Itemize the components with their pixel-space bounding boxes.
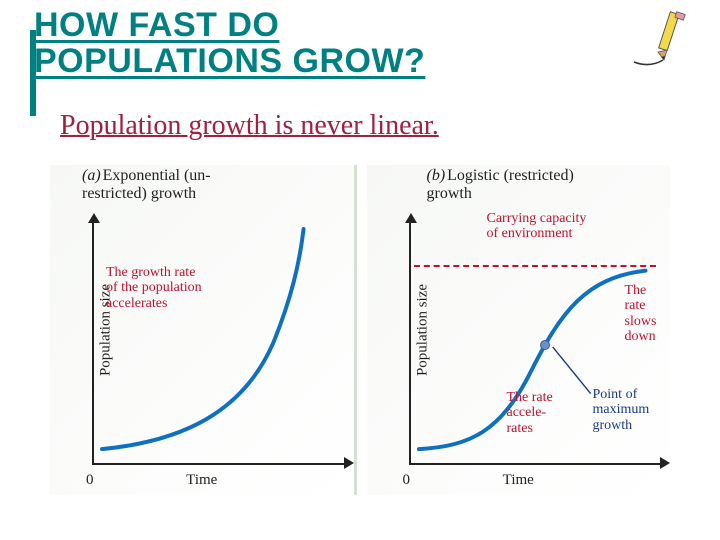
panel-a-title: (a)Exponential (un-restricted) growth — [82, 167, 211, 202]
charts-container: (a)Exponential (un-restricted) growth Po… — [50, 165, 670, 495]
panel-b-title: (b)Logistic (restricted)growth — [427, 167, 574, 202]
title-line-1: HOW FAST DO — [34, 6, 279, 44]
panel-a-title-text: Exponential (un-restricted) growth — [82, 167, 211, 202]
origin-b: 0 — [403, 472, 411, 489]
x-arrowhead-icon — [344, 457, 354, 469]
slide-subtitle: Population growth is never linear. — [60, 110, 439, 142]
exponential-curve — [94, 223, 344, 463]
panel-b-tag: (b) — [427, 167, 446, 184]
panel-b-title-text: Logistic (restricted)growth — [427, 167, 574, 202]
annotation-inflection: Point ofmaximumgrowth — [593, 387, 650, 433]
title-line-2: POPULATIONS GROW? — [34, 42, 425, 80]
panel-b-logistic: (b)Logistic (restricted)growth Populatio… — [367, 165, 671, 495]
inflection-pointer — [552, 347, 590, 394]
title-accent-bar — [30, 30, 36, 116]
pencil-icon — [620, 10, 690, 75]
slide-title: HOW FAST DO POPULATIONS GROW? — [30, 8, 425, 79]
x-axis-label-a: Time — [186, 472, 217, 489]
inflection-point-dot — [540, 340, 550, 350]
y-arrowhead-icon — [88, 213, 100, 223]
annotation-slows: Therateslowsdown — [625, 283, 657, 345]
annotation-accelerates-a: The growth rateof the populationaccelera… — [106, 265, 202, 311]
curve-path-a — [102, 229, 304, 449]
x-axis-label-b: Time — [503, 472, 534, 489]
annotation-accel-b: The rateaccele-rates — [507, 390, 553, 436]
slide-title-block: HOW FAST DO POPULATIONS GROW? — [30, 8, 425, 79]
x-arrowhead-icon — [660, 457, 670, 469]
origin-a: 0 — [86, 472, 94, 489]
plot-a — [92, 223, 344, 465]
panel-a-exponential: (a)Exponential (un-restricted) growth Po… — [50, 165, 357, 495]
panel-a-tag: (a) — [82, 167, 101, 184]
y-arrowhead-icon — [405, 213, 417, 223]
